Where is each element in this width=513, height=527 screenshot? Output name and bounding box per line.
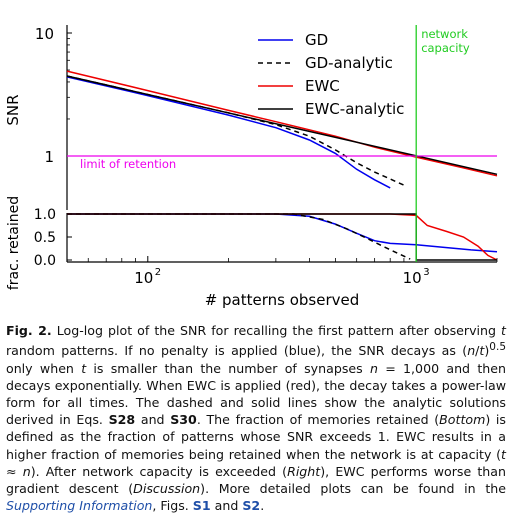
caption-text: Log-log plot of the SNR for recalling th…	[52, 323, 501, 338]
caption-section-ref: Discussion	[133, 481, 200, 496]
y-tick-label: 1	[44, 148, 54, 166]
caption-text: only when	[6, 361, 81, 376]
limit-of-retention-label: limit of retention	[80, 157, 176, 171]
caption-exponent: 0.5	[489, 341, 506, 353]
caption-var: t	[501, 447, 506, 462]
legend: GD GD-analytic EWC EWC-analytic	[258, 31, 404, 118]
equation-ref-s28: S28	[109, 412, 136, 427]
caption-text: , Figs.	[152, 498, 192, 513]
caption-text: .	[260, 498, 264, 513]
snr-gd-line	[67, 77, 390, 188]
caption-var: n	[467, 343, 475, 358]
y-tick-label: 10	[35, 25, 54, 43]
supporting-information-link[interactable]: Supporting Information	[6, 498, 152, 513]
figure-number: Fig. 2.	[6, 323, 52, 338]
figure-caption: Fig. 2. Log-log plot of the SNR for reca…	[6, 322, 506, 514]
legend-label: EWC	[305, 77, 340, 95]
snr-y-label: SNR	[4, 94, 22, 125]
x-axis-label: # patterns observed	[205, 291, 360, 309]
equation-ref-s30: S30	[170, 412, 197, 427]
y-tick-label: 1.0	[34, 207, 56, 223]
retained-ewc-analytic-line	[67, 214, 497, 260]
legend-label: GD-analytic	[305, 54, 393, 72]
x-tick-exponent: 2	[155, 267, 161, 278]
caption-panel-ref: Right	[287, 464, 320, 479]
x-tick-exponent: 3	[423, 267, 429, 278]
caption-text: ). More detailed plots can be found in t…	[200, 481, 506, 496]
legend-label: EWC-analytic	[305, 100, 404, 118]
caption-text: and	[211, 498, 243, 513]
x-tick-label: 10	[403, 269, 422, 287]
retained-gd-line	[67, 214, 497, 252]
caption-text: and	[135, 412, 170, 427]
retained-ewc-line	[67, 214, 497, 260]
caption-text: random patterns. If no penalty is applie…	[6, 343, 467, 358]
caption-var: n	[370, 361, 378, 376]
legend-label: GD	[305, 31, 328, 49]
caption-var: t	[501, 323, 506, 338]
caption-text: . The fraction of memories retained (	[197, 412, 439, 427]
retained-gd-analytic-line	[67, 214, 410, 259]
figure: SNR frac. retained # patterns observed 1…	[0, 0, 513, 318]
figure-s1-link[interactable]: S1	[193, 498, 211, 513]
network-capacity-label: network	[421, 27, 468, 41]
x-tick-label: 10	[134, 269, 153, 287]
figure-s2-link[interactable]: S2	[242, 498, 260, 513]
caption-var: n	[23, 464, 31, 479]
y-tick-label: 0.5	[34, 230, 56, 246]
caption-text: ≈	[6, 464, 23, 479]
caption-text: ). After network capacity is exceeded (	[31, 464, 287, 479]
caption-text: is smaller than the number of synapses	[86, 361, 370, 376]
retained-y-label: frac. retained	[6, 196, 22, 290]
network-capacity-label: capacity	[421, 41, 470, 55]
y-tick-label: 0.0	[34, 253, 56, 269]
caption-panel-ref: Bottom	[439, 412, 485, 427]
